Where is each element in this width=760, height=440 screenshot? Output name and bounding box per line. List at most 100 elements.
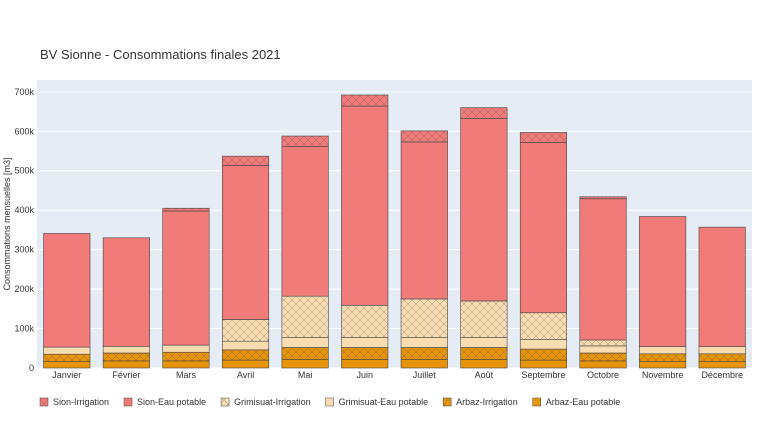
bar-stack-octobre xyxy=(579,196,627,369)
bar-arbaz-irrigation-fevrier xyxy=(102,352,150,362)
bar-arbaz-eau-potable-aout xyxy=(460,359,508,369)
legend-label: Grimisuat-Irrigation xyxy=(234,397,311,407)
bar-grimisuat-eau-potable-fevrier xyxy=(102,346,150,354)
bar-grimisuat-irrigation-septembre xyxy=(519,312,567,340)
bar-grimisuat-irrigation-octobre xyxy=(579,339,627,347)
bar-stack-juillet xyxy=(400,130,448,369)
x-tick-label: Juin xyxy=(356,370,373,380)
legend-label: Sion-Irrigation xyxy=(53,397,109,407)
bar-arbaz-irrigation-novembre xyxy=(639,353,687,362)
bar-grimisuat-irrigation-mai xyxy=(281,295,329,338)
bar-grimisuat-irrigation-aout xyxy=(460,300,508,338)
y-tick-label: 500k xyxy=(14,166,34,176)
bar-grimisuat-eau-potable-septembre xyxy=(519,339,567,350)
bar-sion-eau-potable-mars xyxy=(162,210,210,346)
bar-grimisuat-eau-potable-novembre xyxy=(639,346,687,355)
bar-sion-eau-potable-octobre xyxy=(579,198,627,341)
legend-label: Arbaz-Eau potable xyxy=(546,397,621,407)
bar-stack-novembre xyxy=(639,216,687,369)
bar-grimisuat-eau-potable-avril xyxy=(222,340,270,351)
bar-grimisuat-eau-potable-juin xyxy=(341,337,389,348)
bar-arbaz-eau-potable-octobre xyxy=(579,360,627,369)
legend-swatch xyxy=(532,397,541,407)
bar-grimisuat-irrigation-juin xyxy=(341,304,389,338)
bar-sion-irrigation-mai xyxy=(281,135,329,147)
bar-sion-eau-potable-septembre xyxy=(519,142,567,314)
bar-grimisuat-irrigation-juillet xyxy=(400,298,448,338)
bar-arbaz-irrigation-juillet xyxy=(400,347,448,360)
chart-title: BV Sionne - Consommations finales 2021 xyxy=(40,47,281,62)
x-tick-label: Août xyxy=(475,370,494,380)
bar-grimisuat-irrigation-avril xyxy=(222,319,270,342)
bar-grimisuat-eau-potable-mars xyxy=(162,344,210,353)
legend: Sion-Irrigation Sion-Eau potable Grimisuat… xyxy=(39,397,621,407)
legend-swatch xyxy=(123,397,133,407)
bar-sion-eau-potable-fevrier xyxy=(102,237,150,347)
bar-arbaz-irrigation-juin xyxy=(341,347,389,360)
bar-arbaz-eau-potable-decembre xyxy=(698,360,746,369)
x-tick-label: Octobre xyxy=(587,370,619,380)
y-tick-label: 700k xyxy=(14,87,34,97)
legend-label: Sion-Eau potable xyxy=(137,397,206,407)
bar-arbaz-irrigation-octobre xyxy=(579,352,627,362)
bar-arbaz-eau-potable-juin xyxy=(341,359,389,369)
bar-stack-decembre xyxy=(698,226,746,369)
bar-sion-irrigation-octobre xyxy=(579,196,627,200)
bar-arbaz-irrigation-mars xyxy=(162,351,210,362)
legend-swatch xyxy=(220,397,230,407)
x-tick-label: Septembre xyxy=(521,370,565,380)
bar-arbaz-eau-potable-mai xyxy=(281,359,329,369)
bar-stack-fevrier xyxy=(102,237,150,369)
bar-stack-aout xyxy=(460,107,508,369)
x-axis-ticks: Janvier Février Mars Avril Mai Juin Juillet Aoû… xyxy=(52,370,743,380)
x-tick-label: Juillet xyxy=(413,370,437,380)
legend-label: Grimisuat-Eau potable xyxy=(339,397,429,407)
bar-grimisuat-eau-potable-decembre xyxy=(698,346,746,355)
legend-swatch xyxy=(442,397,452,407)
bar-stack-janvier xyxy=(43,233,91,369)
legend-item-sion-irrigation: Sion-Irrigation xyxy=(39,397,109,407)
legend-label: Arbaz-Irrigation xyxy=(456,397,518,407)
bar-stack-mai xyxy=(281,135,329,369)
bar-stack-mars xyxy=(162,207,210,369)
x-tick-label: Avril xyxy=(237,370,254,380)
bar-sion-eau-potable-novembre xyxy=(639,216,687,347)
legend-swatch xyxy=(39,397,49,407)
bar-sion-irrigation-avril xyxy=(222,155,270,166)
x-tick-label: Novembre xyxy=(642,370,684,380)
bar-sion-eau-potable-avril xyxy=(222,165,270,320)
y-tick-label: 300k xyxy=(14,245,34,255)
y-tick-label: 600k xyxy=(14,126,34,136)
bar-grimisuat-eau-potable-octobre xyxy=(579,345,627,354)
x-tick-label: Mars xyxy=(176,370,196,380)
bar-sion-eau-potable-mai xyxy=(281,145,329,297)
y-axis-ticks: 0 100k 200k 300k 400k 500k 600k 700k xyxy=(14,87,34,373)
legend-item-arbaz-eau-potable: Arbaz-Eau potable xyxy=(532,397,621,407)
y-tick-label: 200k xyxy=(14,284,34,294)
bar-grimisuat-eau-potable-janvier xyxy=(43,346,91,355)
bar-arbaz-eau-potable-fevrier xyxy=(102,360,150,369)
bar-arbaz-eau-potable-novembre xyxy=(639,360,687,369)
bar-arbaz-eau-potable-janvier xyxy=(43,360,91,369)
x-tick-label: Février xyxy=(112,370,140,380)
legend-item-sion-eau-potable: Sion-Eau potable xyxy=(123,397,206,407)
grid-lines xyxy=(37,91,752,369)
bar-arbaz-eau-potable-mars xyxy=(162,360,210,369)
plot-area xyxy=(37,80,752,368)
bar-arbaz-irrigation-mai xyxy=(281,347,329,360)
bar-arbaz-irrigation-aout xyxy=(460,347,508,360)
bar-arbaz-eau-potable-juillet xyxy=(400,359,448,369)
x-tick-label: Décembre xyxy=(701,370,743,380)
bar-arbaz-eau-potable-septembre xyxy=(519,359,567,369)
legend-item-grimisuat-eau-potable: Grimisuat-Eau potable xyxy=(325,397,429,407)
bar-arbaz-irrigation-avril xyxy=(222,349,270,361)
y-tick-label: 100k xyxy=(14,324,34,334)
bar-sion-eau-potable-juin xyxy=(341,105,389,306)
bar-sion-irrigation-mars xyxy=(162,207,210,212)
bars xyxy=(43,94,746,369)
x-tick-label: Mai xyxy=(298,370,313,380)
y-tick-label: 400k xyxy=(14,205,34,215)
bar-sion-irrigation-aout xyxy=(460,107,508,119)
bar-grimisuat-eau-potable-aout xyxy=(460,337,508,348)
bar-arbaz-irrigation-septembre xyxy=(519,348,567,361)
